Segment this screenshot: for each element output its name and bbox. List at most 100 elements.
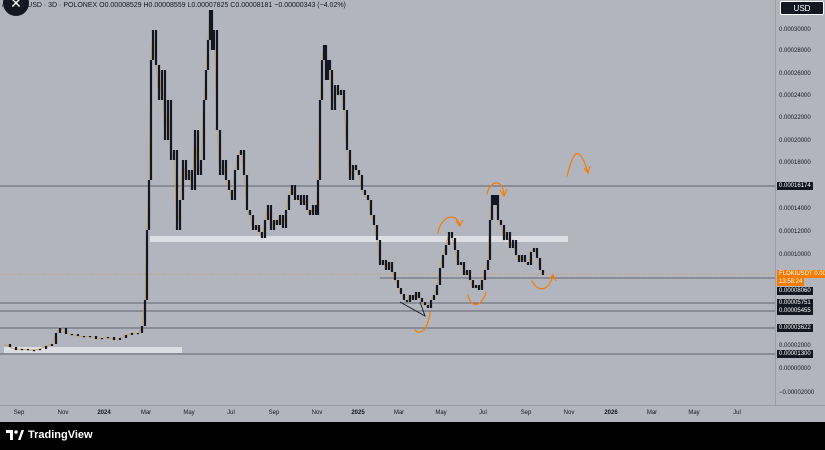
- candle-body: [423, 302, 427, 305]
- candle-body: [44, 346, 48, 349]
- candle-body: [143, 300, 147, 326]
- candle-body: [266, 205, 270, 220]
- candle-body: [499, 220, 503, 225]
- time-tick-label: Jul: [227, 410, 235, 416]
- time-tick-label: Mar: [646, 410, 658, 416]
- time-tick-label: May: [183, 410, 195, 416]
- candle-body: [163, 70, 167, 140]
- candle-body: [318, 100, 322, 180]
- candle-body: [363, 190, 367, 195]
- candle-body: [299, 195, 303, 205]
- time-tick-label: Jul: [479, 410, 487, 416]
- time-tick-label: 2026: [604, 410, 618, 416]
- time-tick-label: May: [688, 410, 700, 416]
- candle-body: [94, 336, 98, 339]
- support-arc: [467, 291, 487, 305]
- candle-body: [64, 328, 68, 334]
- candle-body: [486, 260, 490, 270]
- candle-body: [314, 205, 318, 215]
- price-tick-label: −0.00002000: [779, 390, 815, 396]
- time-tick-label: Nov: [311, 410, 323, 416]
- trendline: [399, 301, 426, 317]
- candle-body: [526, 262, 530, 265]
- candle-body: [429, 300, 433, 308]
- time-tick-label: Jul: [733, 410, 741, 416]
- arrowhead: [499, 188, 508, 198]
- candle-body: [369, 200, 373, 215]
- candle-body: [26, 349, 30, 351]
- candle-body: [70, 334, 74, 336]
- candle-body: [20, 349, 24, 351]
- candle-body: [541, 270, 545, 275]
- candle-body: [360, 175, 364, 190]
- candle-body: [227, 180, 231, 190]
- candle-body: [257, 225, 261, 232]
- price-wick-trace: [3, 9, 544, 351]
- candle-body: [492, 195, 496, 205]
- price-line-tag: 0.00005455: [777, 307, 813, 315]
- price-tick-label: 0.00022000: [779, 115, 811, 121]
- price-tick-label: 0.00002000: [779, 343, 811, 349]
- candle-body: [483, 270, 487, 280]
- time-axis[interactable]: Sep Nov 2024 Mar May Jul Sep Nov 2025 Mar May Jul Se…: [0, 405, 825, 423]
- candle-body: [474, 285, 478, 288]
- time-tick-label: Sep: [268, 410, 280, 416]
- candle-body: [490, 195, 494, 220]
- candle-body: [529, 252, 533, 265]
- candle-body: [354, 165, 358, 170]
- candle-body: [251, 215, 255, 230]
- last-price-tag: 13:58:24: [777, 278, 805, 286]
- candle-body: [538, 258, 542, 270]
- candle-body: [208, 10, 212, 40]
- candle-body: [254, 225, 258, 230]
- price-tick-label: 0.00030000: [779, 27, 811, 33]
- candle-body: [175, 150, 179, 230]
- candle-body: [390, 262, 394, 272]
- candle-body: [494, 195, 498, 205]
- support-zone: [150, 236, 568, 242]
- price-line-tag: 0.00005751: [777, 299, 813, 307]
- candle-body: [8, 344, 12, 347]
- tradingview-logo[interactable]: TradingView: [6, 429, 93, 441]
- candle-body: [465, 270, 469, 275]
- price-tick-label: 0.00014000: [779, 206, 811, 212]
- price-axis[interactable]: USD 0.00030000 0.00028000 0.00026000 0.0002…: [775, 0, 825, 405]
- time-tick-label: 2024: [97, 410, 111, 416]
- candle-body: [236, 155, 240, 170]
- candle-body: [444, 245, 448, 255]
- candle-body: [480, 280, 484, 290]
- candle-body: [239, 150, 243, 155]
- candle-body: [38, 349, 42, 351]
- candle-body: [508, 232, 512, 248]
- candle-body: [284, 210, 288, 228]
- candle-body: [58, 328, 62, 333]
- candle-body: [160, 70, 164, 100]
- candle-body: [281, 215, 285, 228]
- candle-body: [204, 70, 208, 100]
- price-line-tag: 0.00016174: [777, 182, 813, 190]
- candle-body: [384, 260, 388, 270]
- close-icon[interactable]: ✕: [3, 0, 29, 16]
- candle-body: [14, 347, 18, 350]
- candle-body: [447, 232, 451, 245]
- price-plot[interactable]: [0, 0, 775, 405]
- candle-body: [212, 30, 216, 50]
- chart-area[interactable]: / Tether USD · 3D · POLONEX O0.00008529 …: [0, 0, 825, 422]
- candle-body: [50, 344, 54, 346]
- candle-body: [324, 45, 328, 80]
- candle-body: [215, 30, 219, 130]
- candle-body: [224, 160, 228, 180]
- candle-body: [218, 130, 222, 175]
- time-tick-label: Sep: [520, 410, 532, 416]
- candle-body: [387, 262, 391, 270]
- candle-body: [140, 326, 144, 333]
- candle-body: [414, 292, 418, 300]
- candle-body: [106, 337, 110, 339]
- candle-body: [293, 185, 297, 200]
- candle-body: [202, 100, 206, 160]
- currency-button[interactable]: USD: [780, 1, 824, 15]
- candle-body: [342, 90, 346, 110]
- price-tick-label: 0.00028000: [779, 48, 811, 54]
- price-tick-label: 0.00000000: [779, 366, 811, 372]
